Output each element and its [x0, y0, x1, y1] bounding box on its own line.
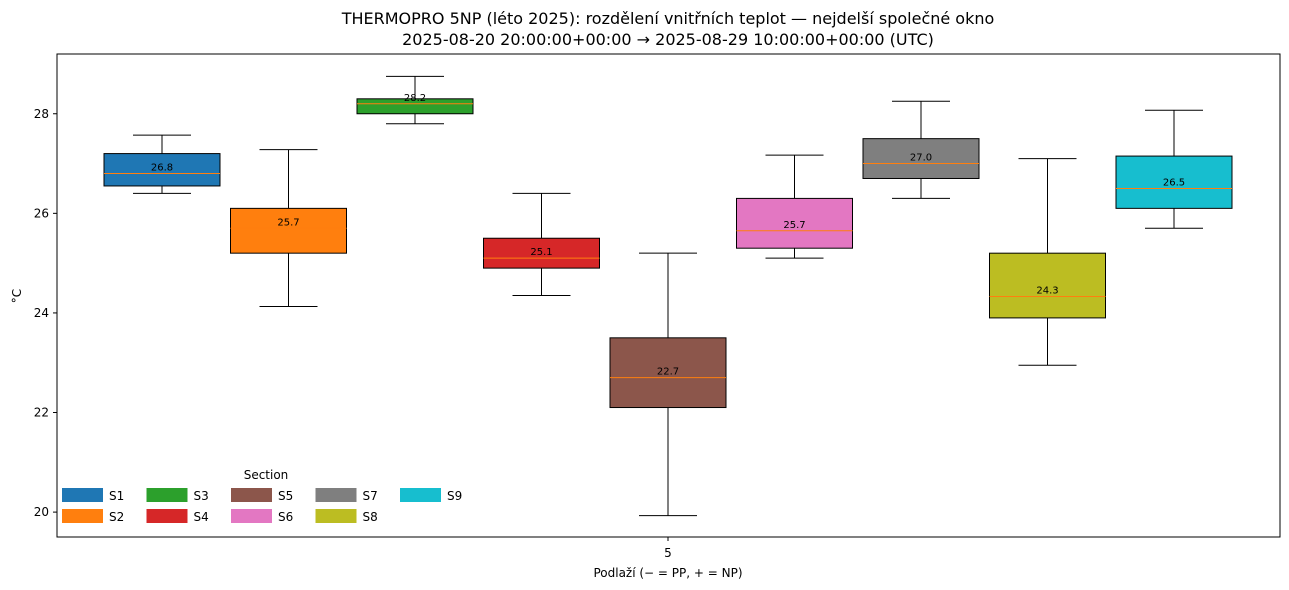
legend-swatch-s9	[400, 488, 441, 502]
median-label: 25.7	[277, 217, 299, 228]
chart-title-line1: THERMOPRO 5NP (léto 2025): rozdělení vni…	[341, 9, 995, 28]
box-iqr	[103, 153, 221, 187]
box-s4: 25.1	[483, 192, 600, 296]
legend-swatch-s7	[315, 488, 357, 502]
legend-title: Section	[244, 468, 289, 482]
legend-swatch-s8	[315, 509, 357, 523]
box-iqr	[483, 237, 600, 269]
box-iqr	[230, 207, 347, 254]
chart-title-line2: 2025-08-20 20:00:00+00:00 → 2025-08-29 1…	[402, 30, 934, 49]
legend-swatch-s5	[231, 488, 272, 502]
y-tick-label: 22	[34, 406, 49, 420]
median-label: 24.3	[1036, 285, 1058, 296]
y-axis-label: °C	[10, 289, 24, 303]
legend-label-s6: S6	[278, 510, 293, 524]
x-tick-label: 5	[664, 546, 672, 560]
y-tick-label: 28	[34, 107, 49, 121]
box-s7: 27.0	[862, 100, 980, 199]
box-s8: 24.3	[989, 158, 1106, 366]
legend-swatch-s1	[62, 488, 103, 502]
box-iqr	[862, 138, 980, 179]
box-iqr	[736, 197, 853, 249]
box-iqr	[609, 337, 727, 409]
y-tick-label: 24	[34, 306, 49, 320]
box-s6: 25.7	[736, 154, 853, 259]
box-s5: 22.7	[609, 252, 727, 517]
legend: Section S1 S2 S3 S4 S5 S6 S7 S8 S9	[62, 468, 462, 524]
y-tick-label: 26	[34, 206, 49, 220]
box-s9: 26.5	[1115, 109, 1233, 229]
legend-label-s2: S2	[109, 510, 124, 524]
median-label: 26.8	[151, 163, 173, 174]
x-axis-label: Podlaží (− = PP, + = NP)	[593, 566, 742, 580]
legend-label-s8: S8	[363, 510, 378, 524]
box-iqr	[1115, 155, 1233, 209]
median-label: 22.7	[657, 367, 679, 378]
median-label: 27.0	[910, 153, 932, 164]
legend-label-s7: S7	[363, 489, 378, 503]
median-label: 26.5	[1163, 177, 1185, 188]
median-label: 28.2	[404, 93, 426, 104]
legend-swatch-s3	[146, 488, 188, 502]
legend-label-s3: S3	[194, 489, 209, 503]
legend-swatch-s4	[146, 509, 188, 523]
legend-label-s5: S5	[278, 489, 293, 503]
box-s1: 26.8	[103, 134, 221, 194]
legend-swatch-s6	[231, 509, 272, 523]
box-iqr	[356, 98, 474, 115]
box-s3: 28.2	[356, 75, 474, 125]
legend-label-s1: S1	[109, 489, 124, 503]
legend-label-s4: S4	[194, 510, 209, 524]
legend-label-s9: S9	[447, 489, 462, 503]
box-iqr	[989, 252, 1106, 319]
box-s2: 25.7	[230, 149, 347, 307]
legend-swatch-s2	[62, 509, 103, 523]
median-label: 25.1	[530, 247, 552, 258]
median-label: 25.7	[783, 220, 805, 231]
y-tick-label: 20	[34, 505, 49, 519]
